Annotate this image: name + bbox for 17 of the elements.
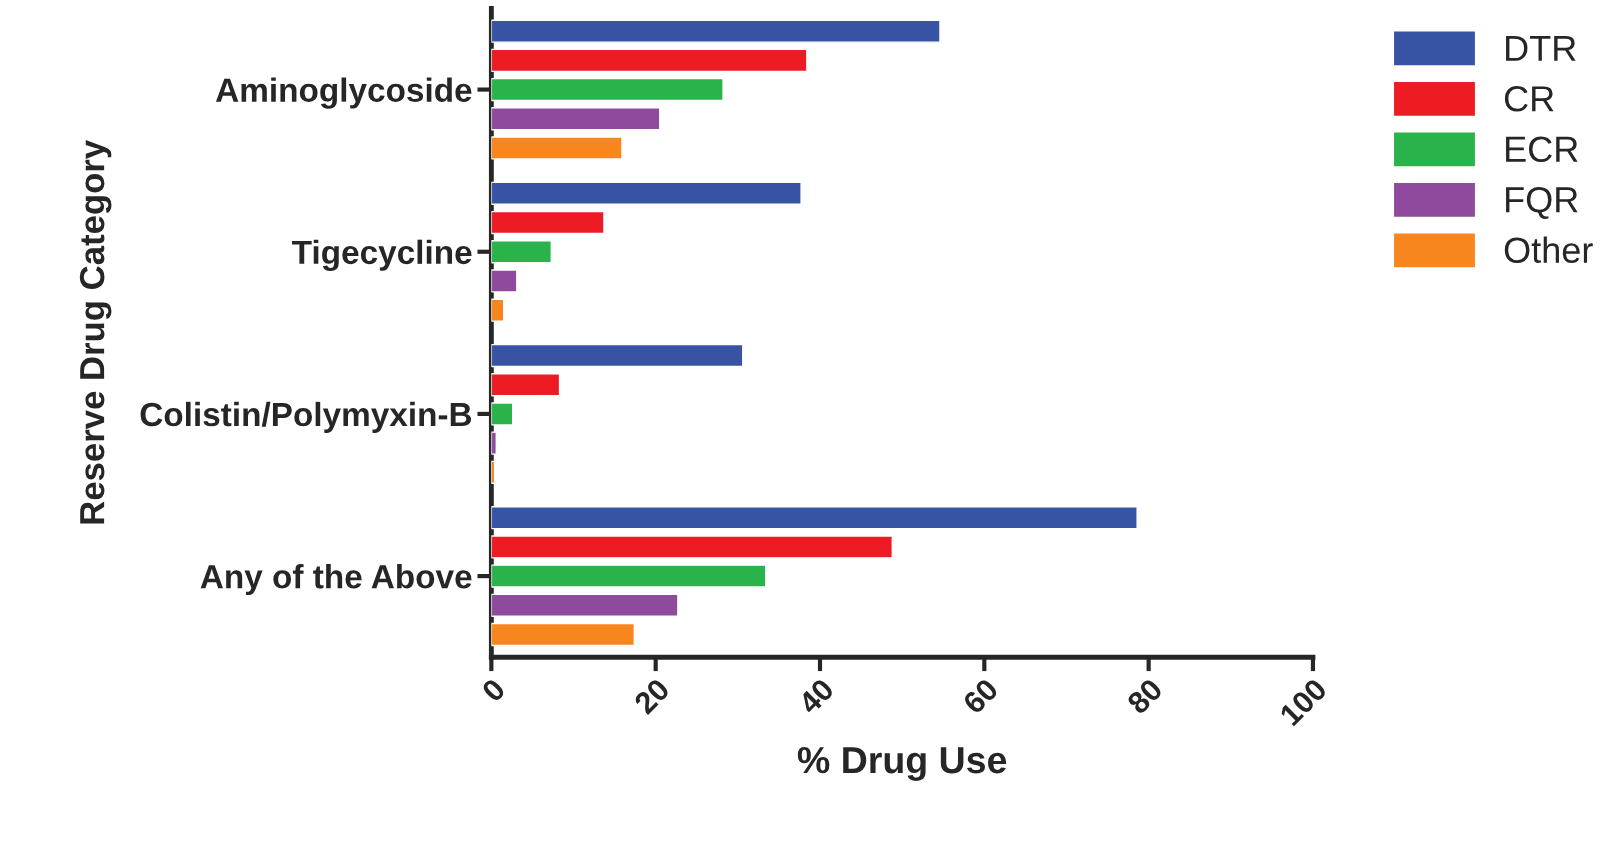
legend-label: ECR bbox=[1506, 136, 1578, 163]
y-tick-label: Any of the Above bbox=[200, 564, 472, 596]
legend-label: Other bbox=[1504, 236, 1593, 263]
x-tick-label: 40 bbox=[796, 677, 835, 716]
legend-label: CR bbox=[1504, 86, 1554, 112]
x-tick-label: 100 bbox=[1278, 677, 1328, 727]
x-tick-label: 0 bbox=[480, 677, 507, 703]
y-tick-label: Tigecycline bbox=[292, 239, 472, 271]
legend-label: FQR bbox=[1506, 186, 1578, 219]
y-tick-label: Colistin/Polymyxin-B bbox=[140, 401, 472, 433]
legend-label: DTR bbox=[1506, 35, 1576, 61]
y-axis-title: Reserve Drug Category bbox=[79, 140, 112, 524]
x-tick-label: 80 bbox=[1125, 677, 1164, 716]
x-tick-label: 60 bbox=[961, 677, 1000, 716]
y-tick-label: Aminoglycoside bbox=[216, 77, 472, 109]
x-axis-title: % Drug Use bbox=[797, 746, 1007, 781]
x-tick-label: 20 bbox=[632, 677, 671, 716]
